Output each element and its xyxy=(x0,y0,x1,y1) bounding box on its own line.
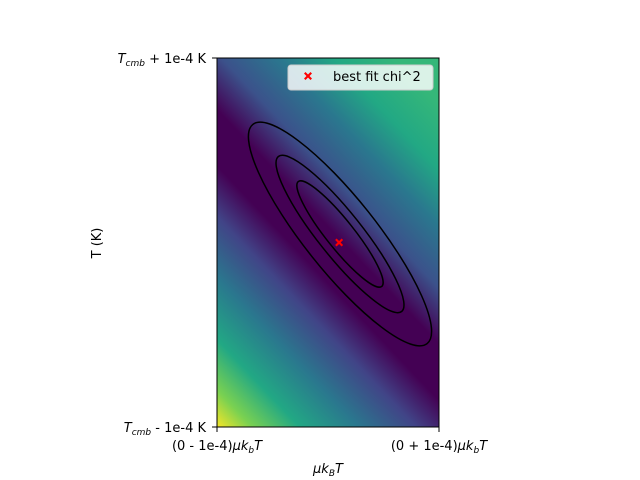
contour-lines xyxy=(247,121,433,347)
legend-box xyxy=(287,64,434,91)
y-axis-label: T (K) xyxy=(90,228,105,260)
axes-frame xyxy=(216,57,440,428)
x-axis: (0 - 1e-4)μkbT (0 + 1e-4)μkbT μkBT xyxy=(172,427,488,479)
contour-middle xyxy=(275,154,405,314)
contour-inner xyxy=(296,180,384,288)
contour-outer xyxy=(247,121,433,347)
best-fit-point xyxy=(335,238,344,247)
x-axis-label: μkBT xyxy=(312,462,344,479)
x-tick-label-right: (0 + 1e-4)μkbT xyxy=(391,439,488,456)
y-tick-label-bottom: Tcmb - 1e-4 K xyxy=(124,421,207,438)
x-tick-label-left: (0 - 1e-4)μkbT xyxy=(172,439,263,456)
legend: best fit chi^2 xyxy=(287,64,434,91)
plot-area xyxy=(217,58,439,427)
best-fit-marker xyxy=(335,238,344,247)
y-tick-label-top: Tcmb + 1e-4 K xyxy=(118,52,207,69)
y-axis: Tcmb + 1e-4 K Tcmb - 1e-4 K T (K) xyxy=(90,52,217,438)
legend-label: best fit chi^2 xyxy=(333,70,421,85)
legend-marker-icon xyxy=(304,72,312,80)
